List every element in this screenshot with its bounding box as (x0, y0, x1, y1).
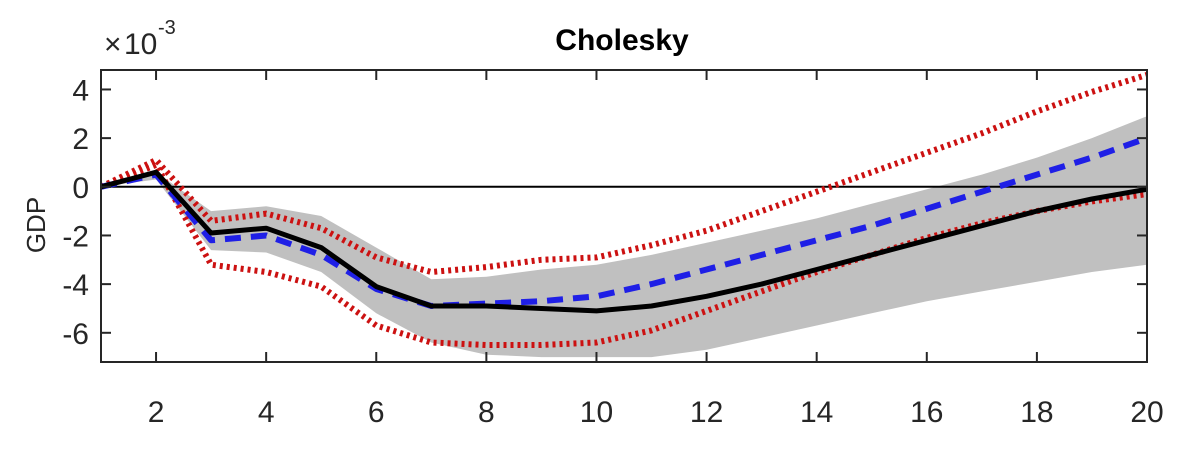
exponent-label: × 10 -3 (104, 17, 176, 61)
x-tick-label: 10 (580, 396, 613, 429)
plot-area (100, 69, 1148, 363)
y-tick-label: -6 (62, 318, 89, 351)
x-tick-label: 12 (690, 396, 723, 429)
exponent-power: -3 (158, 17, 176, 39)
x-tick-label: 14 (800, 396, 833, 429)
y-tick-labels: 4 2 0 -2 -4 -6 (62, 74, 1147, 351)
chart-title: Cholesky (555, 24, 689, 57)
x-tick-label: 6 (368, 396, 385, 429)
y-tick-label: 4 (72, 74, 89, 107)
series-line-dotted-2 (101, 72, 1147, 275)
y-tick-label: -2 (62, 220, 89, 253)
series-line-dotted-3 (101, 161, 1147, 348)
x-tick-label: 2 (148, 396, 165, 429)
axes-box (100, 69, 1148, 363)
x-tick-label: 16 (910, 396, 943, 429)
x-tick-label: 20 (1130, 396, 1163, 429)
exponent-times: × (104, 28, 122, 61)
y-tick-label: -4 (62, 269, 89, 302)
confidence-band (101, 116, 1147, 358)
x-tick-label: 8 (478, 396, 495, 429)
x-tick-label: 4 (258, 396, 275, 429)
y-tick-label: 0 (72, 172, 89, 205)
x-tick-labels: 2 4 6 8 10 12 14 16 18 20 (148, 70, 1164, 429)
plot-clipped-group (101, 72, 1147, 358)
y-tick-label: 2 (72, 123, 89, 156)
series-line-solid-0 (101, 169, 1147, 314)
exponent-base: 10 (124, 28, 157, 61)
x-tick-label: 18 (1020, 396, 1053, 429)
y-axis-label: GDP (21, 197, 51, 253)
